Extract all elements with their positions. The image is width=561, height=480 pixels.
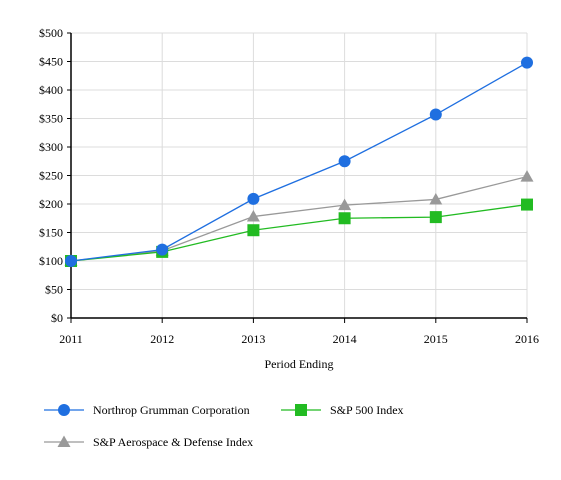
data-point	[338, 212, 351, 225]
y-tick-label: $450	[39, 55, 63, 69]
legend: Northrop Grumman Corporation S&P 500 Inde…	[44, 403, 404, 449]
y-tick-label: $0	[51, 311, 63, 325]
x-tick-label: 2012	[150, 332, 174, 346]
legend-label: S&P 500 Index	[330, 403, 404, 417]
series-circle	[65, 56, 533, 267]
series-line	[70, 203, 528, 262]
y-tick-label: $150	[39, 226, 63, 240]
data-point	[65, 255, 77, 267]
legend-label: Northrop Grumman Corporation	[93, 403, 250, 417]
data-point	[156, 243, 169, 256]
data-point	[520, 170, 534, 182]
series-line	[70, 176, 528, 262]
x-tick-label: 2015	[424, 332, 448, 346]
x-tick-label: 2014	[333, 332, 357, 346]
x-axis-title: Period Ending	[265, 357, 334, 371]
y-tick-label: $500	[39, 26, 63, 40]
legend-item: Northrop Grumman Corporation	[44, 403, 250, 417]
data-point	[429, 192, 443, 205]
legend-marker	[295, 404, 307, 416]
data-point	[429, 211, 442, 224]
y-tick-label: $400	[39, 83, 63, 97]
legend-item: S&P 500 Index	[281, 403, 404, 417]
legend-item: S&P Aerospace & Defense Index	[44, 435, 253, 449]
legend-label: S&P Aerospace & Defense Index	[93, 435, 253, 449]
data-point	[521, 56, 533, 69]
data-point	[246, 210, 260, 222]
gridlines	[71, 32, 528, 318]
data-point	[247, 192, 260, 205]
legend-marker	[57, 435, 71, 447]
series-line	[70, 62, 528, 262]
data-point	[521, 198, 533, 211]
data-point	[338, 198, 352, 211]
y-axis-ticks: $0 $50 $100 $150 $200 $250 $300 $350 $400 $450 $50…	[39, 26, 71, 325]
y-tick-label: $350	[39, 112, 63, 126]
x-tick-label: 2013	[241, 332, 265, 346]
legend-marker	[58, 404, 70, 416]
x-tick-label: 2016	[515, 332, 539, 346]
y-tick-label: $300	[39, 140, 63, 154]
series-group	[64, 56, 534, 267]
data-point	[338, 155, 351, 168]
y-tick-label: $250	[39, 169, 63, 183]
data-point	[247, 224, 260, 237]
y-tick-label: $50	[45, 283, 63, 297]
y-tick-label: $100	[39, 254, 63, 268]
x-tick-label: 2011	[59, 332, 83, 346]
x-axis-ticks: 2011 2012 2013 2014 2015 2016	[59, 318, 539, 346]
series-triangle	[64, 170, 534, 266]
data-point	[429, 108, 442, 121]
y-tick-label: $200	[39, 197, 63, 211]
